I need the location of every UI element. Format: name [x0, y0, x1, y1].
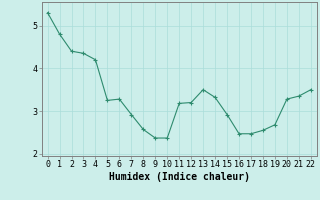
X-axis label: Humidex (Indice chaleur): Humidex (Indice chaleur) [109, 172, 250, 182]
